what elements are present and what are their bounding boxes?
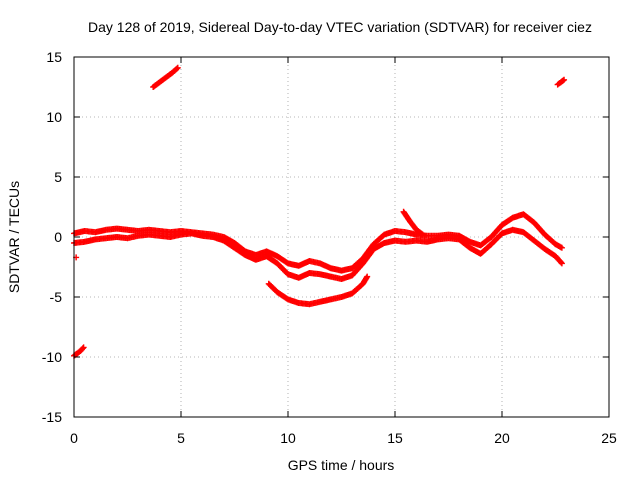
x-tick-label: 25 bbox=[601, 430, 617, 446]
chart: Day 128 of 2019, Sidereal Day-to-day VTE… bbox=[0, 0, 640, 480]
y-tick-label: 10 bbox=[46, 109, 62, 125]
y-tick-label: 0 bbox=[54, 229, 62, 245]
y-tick-label: 5 bbox=[54, 169, 62, 185]
series-track-upper-left bbox=[150, 65, 181, 90]
x-tick-label: 10 bbox=[280, 430, 296, 446]
series-band-lower-arc bbox=[266, 274, 370, 308]
y-tick-label: -10 bbox=[42, 349, 62, 365]
y-axis-label: SDTVAR / TECUs bbox=[6, 181, 22, 293]
x-axis-label: GPS time / hours bbox=[288, 457, 395, 473]
x-tick-label: 0 bbox=[70, 430, 78, 446]
ticks: 0 5 10 15 20 25 -15 -10 -5 0 5 10 15 bbox=[42, 49, 617, 446]
y-tick-label: -5 bbox=[50, 289, 63, 305]
x-tick-label: 15 bbox=[387, 430, 403, 446]
data-series-layer bbox=[71, 65, 567, 359]
x-tick-label: 20 bbox=[494, 430, 510, 446]
y-tick-label: 15 bbox=[46, 49, 62, 65]
y-tick-label: -15 bbox=[42, 409, 62, 425]
chart-title: Day 128 of 2019, Sidereal Day-to-day VTE… bbox=[88, 19, 592, 35]
series-track-upper-right bbox=[555, 77, 567, 88]
x-tick-label: 5 bbox=[177, 430, 185, 446]
